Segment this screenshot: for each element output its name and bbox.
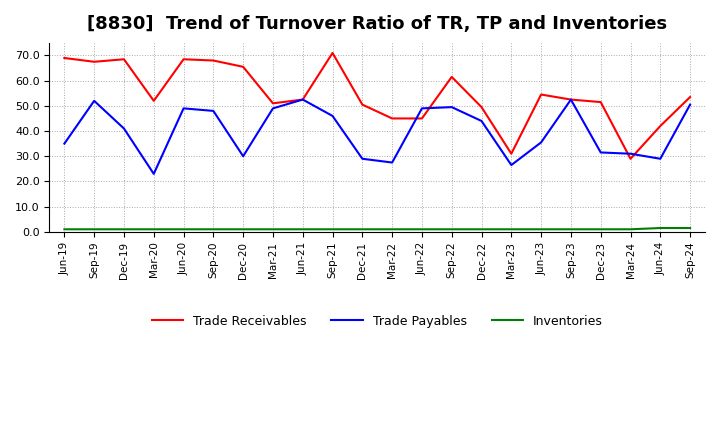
Inventories — [388, 227, 397, 232]
Line: Inventories: Inventories — [64, 228, 690, 229]
Trade Receivables — [269, 101, 277, 106]
Inventories — [239, 227, 248, 232]
Trade Receivables — [209, 58, 217, 63]
Inventories — [358, 227, 366, 232]
Trade Payables — [477, 118, 486, 124]
Inventories — [477, 227, 486, 232]
Inventories — [418, 227, 426, 232]
Trade Payables — [150, 171, 158, 176]
Inventories — [269, 227, 277, 232]
Trade Receivables — [120, 57, 128, 62]
Trade Payables — [685, 102, 694, 107]
Trade Payables — [418, 106, 426, 111]
Inventories — [656, 225, 665, 231]
Trade Receivables — [596, 99, 605, 105]
Inventories — [685, 225, 694, 231]
Trade Receivables — [626, 156, 635, 161]
Trade Receivables — [567, 97, 575, 102]
Trade Payables — [179, 106, 188, 111]
Inventories — [120, 227, 128, 232]
Trade Payables — [537, 140, 546, 145]
Trade Receivables — [447, 74, 456, 80]
Inventories — [537, 227, 546, 232]
Trade Receivables — [150, 98, 158, 103]
Trade Receivables — [179, 57, 188, 62]
Trade Receivables — [239, 64, 248, 70]
Inventories — [298, 227, 307, 232]
Inventories — [90, 227, 99, 232]
Trade Payables — [269, 106, 277, 111]
Trade Payables — [626, 151, 635, 156]
Trade Receivables — [685, 95, 694, 100]
Inventories — [60, 227, 68, 232]
Line: Trade Receivables: Trade Receivables — [64, 53, 690, 159]
Trade Payables — [90, 98, 99, 103]
Inventories — [507, 227, 516, 232]
Trade Payables — [447, 104, 456, 110]
Trade Receivables — [388, 116, 397, 121]
Trade Receivables — [298, 97, 307, 102]
Trade Payables — [328, 113, 337, 118]
Trade Receivables — [507, 151, 516, 156]
Trade Receivables — [358, 102, 366, 107]
Trade Receivables — [477, 104, 486, 110]
Inventories — [567, 227, 575, 232]
Trade Receivables — [656, 123, 665, 128]
Legend: Trade Receivables, Trade Payables, Inventories: Trade Receivables, Trade Payables, Inven… — [147, 310, 608, 333]
Trade Payables — [60, 141, 68, 146]
Trade Payables — [567, 97, 575, 102]
Trade Receivables — [537, 92, 546, 97]
Inventories — [150, 227, 158, 232]
Trade Payables — [239, 154, 248, 159]
Trade Payables — [596, 150, 605, 155]
Trade Payables — [209, 108, 217, 114]
Inventories — [328, 227, 337, 232]
Trade Payables — [656, 156, 665, 161]
Trade Payables — [120, 126, 128, 131]
Trade Payables — [507, 162, 516, 168]
Inventories — [596, 227, 605, 232]
Trade Payables — [358, 156, 366, 161]
Line: Trade Payables: Trade Payables — [64, 99, 690, 174]
Inventories — [626, 227, 635, 232]
Trade Receivables — [90, 59, 99, 64]
Trade Receivables — [418, 116, 426, 121]
Inventories — [179, 227, 188, 232]
Trade Receivables — [328, 50, 337, 55]
Trade Receivables — [60, 55, 68, 61]
Inventories — [209, 227, 217, 232]
Title: [8830]  Trend of Turnover Ratio of TR, TP and Inventories: [8830] Trend of Turnover Ratio of TR, TP… — [87, 15, 667, 33]
Inventories — [447, 227, 456, 232]
Trade Payables — [388, 160, 397, 165]
Trade Payables — [298, 97, 307, 102]
